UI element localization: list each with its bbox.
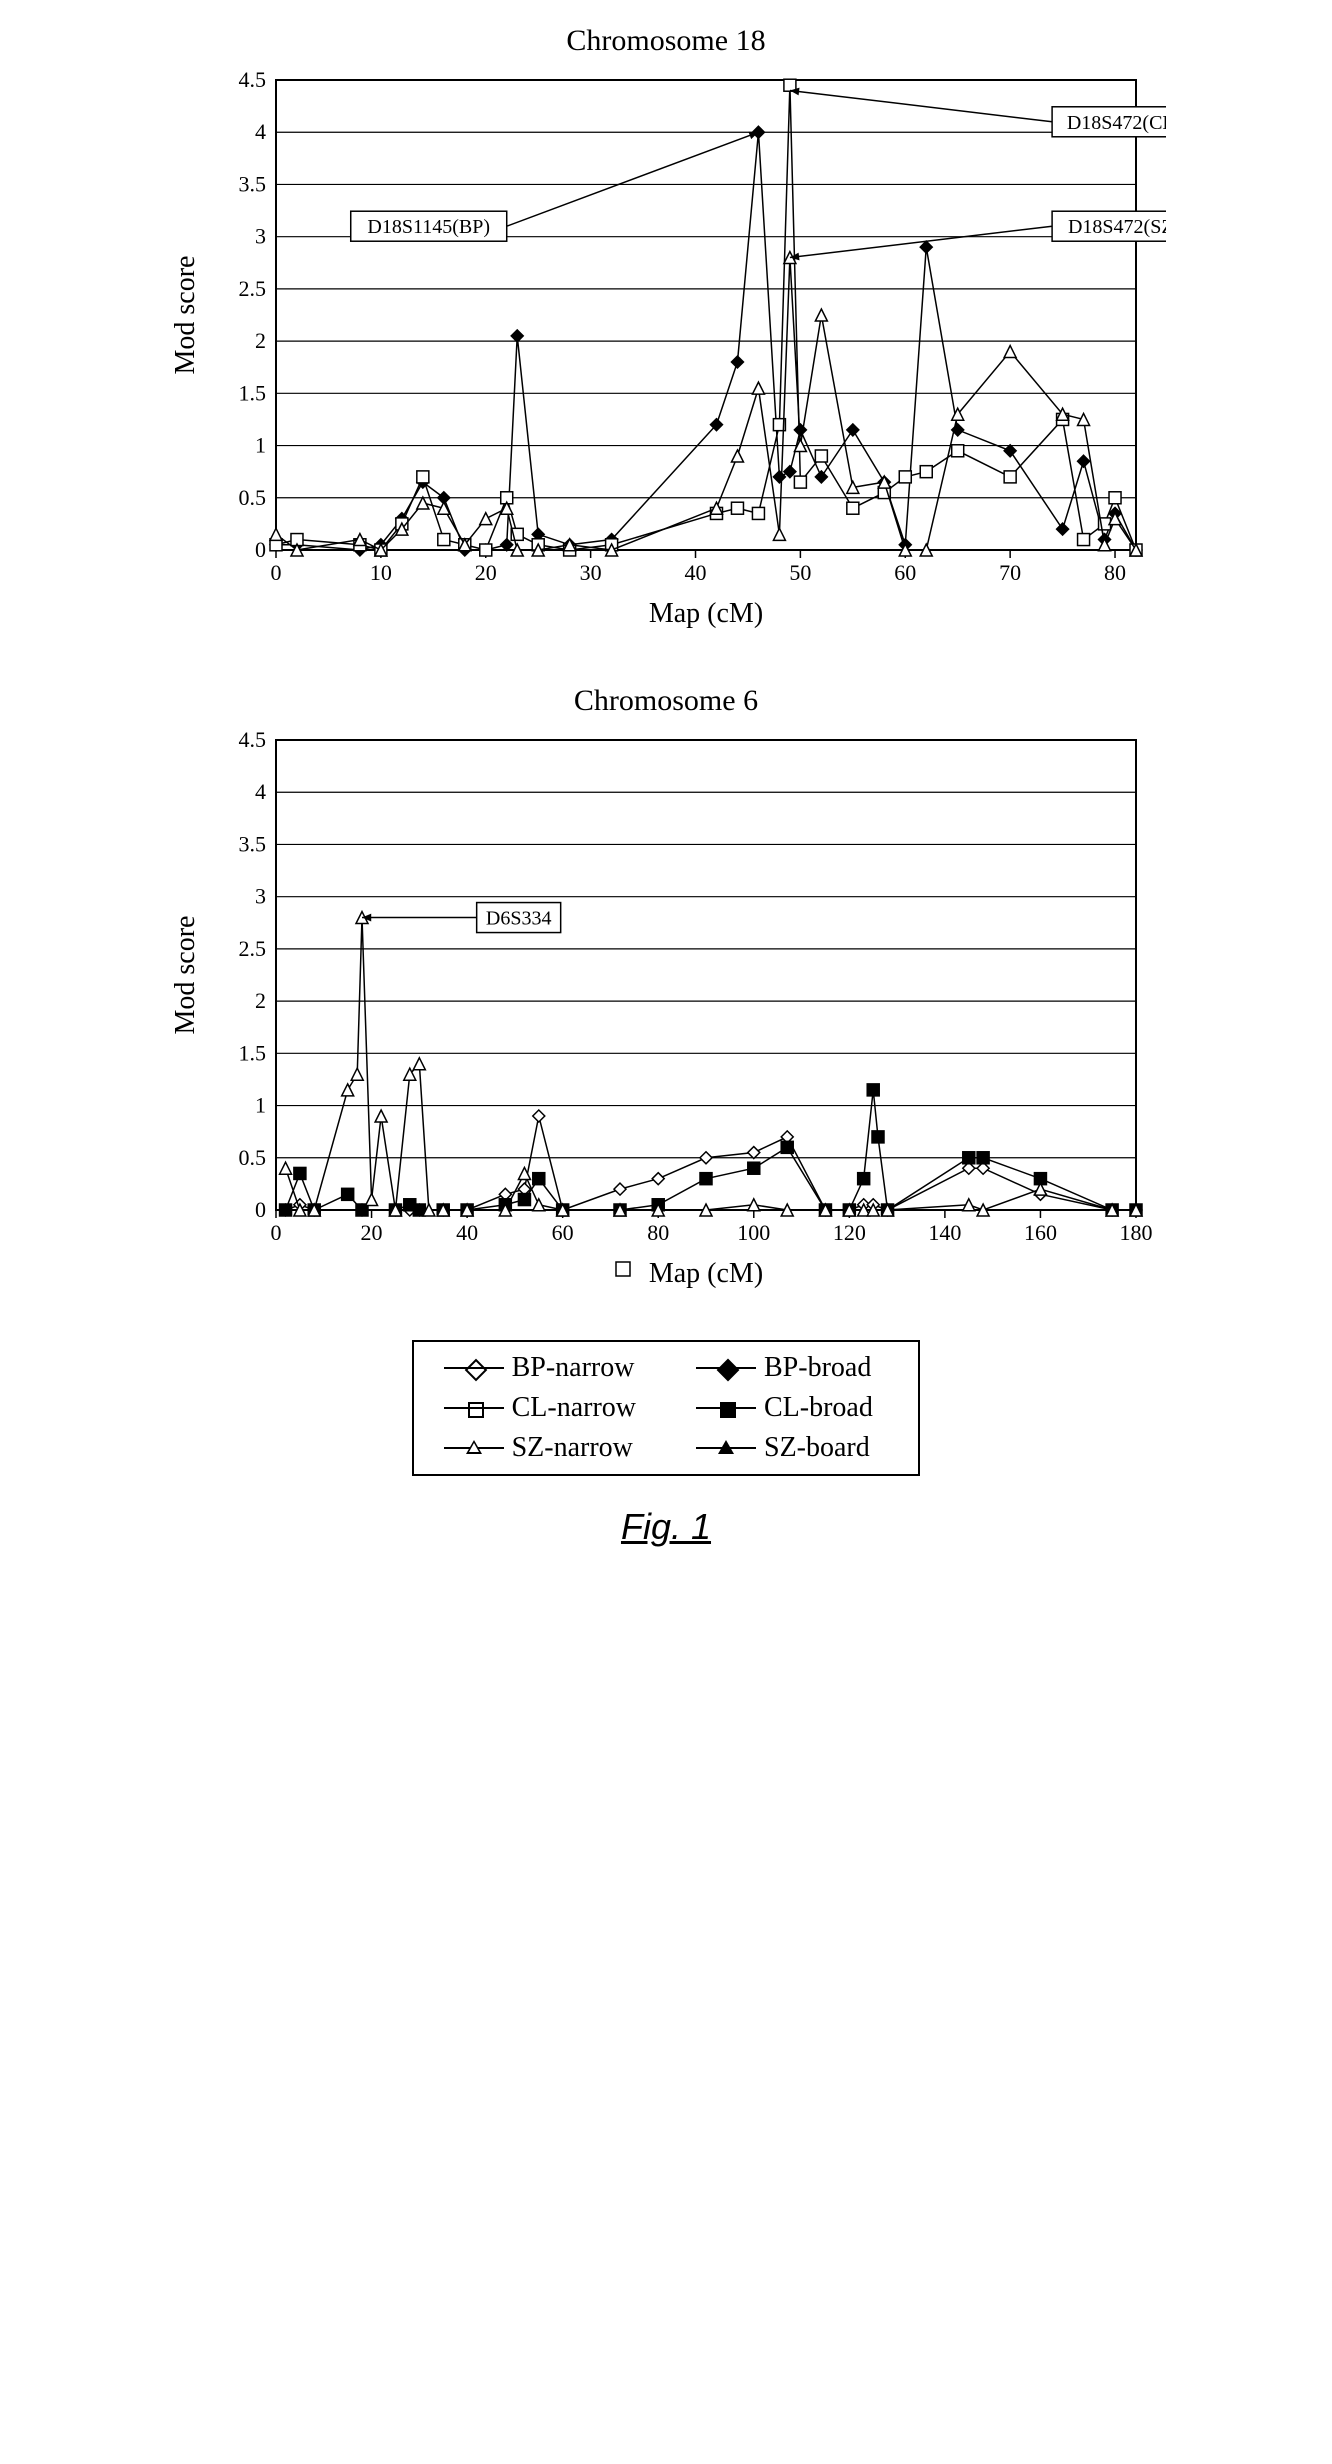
svg-text:0: 0: [271, 560, 282, 585]
svg-text:140: 140: [928, 1220, 961, 1245]
svg-text:0: 0: [255, 537, 266, 562]
svg-text:160: 160: [1024, 1220, 1057, 1245]
svg-text:3: 3: [255, 884, 266, 909]
svg-text:3.5: 3.5: [239, 171, 267, 196]
chart-chromosome-6: Chromosome 6 0 0.5 1 1.5 2 2.5 3 3.5 4 4.5 0 20 40 60 8…: [166, 680, 1166, 1300]
svg-text:Mod score: Mod score: [170, 256, 201, 375]
legend-item: BP-narrow: [444, 1352, 636, 1384]
svg-text:0: 0: [271, 1220, 282, 1245]
legend: BP-narrow BP-broad CL-narrow CL-broad SZ-nar…: [412, 1340, 921, 1476]
svg-text:40: 40: [456, 1220, 478, 1245]
svg-text:1.5: 1.5: [239, 380, 267, 405]
legend-item: BP-broad: [696, 1352, 888, 1384]
svg-text:70: 70: [999, 560, 1021, 585]
svg-text:4: 4: [255, 119, 266, 144]
svg-text:80: 80: [647, 1220, 669, 1245]
svg-text:2: 2: [255, 988, 266, 1013]
svg-text:50: 50: [789, 560, 811, 585]
svg-text:D6S334: D6S334: [486, 908, 552, 930]
svg-text:4.5: 4.5: [239, 67, 267, 92]
svg-text:2.5: 2.5: [239, 936, 267, 961]
legend-item: SZ-board: [696, 1432, 888, 1464]
svg-text:80: 80: [1104, 560, 1126, 585]
svg-text:3: 3: [255, 224, 266, 249]
svg-text:120: 120: [833, 1220, 866, 1245]
svg-text:20: 20: [475, 560, 497, 585]
legend-item: CL-broad: [696, 1392, 888, 1424]
svg-text:0.5: 0.5: [239, 485, 267, 510]
svg-text:10: 10: [370, 560, 392, 585]
svg-text:D18S1145(BP): D18S1145(BP): [367, 216, 490, 238]
svg-text:4: 4: [255, 779, 266, 804]
svg-text:Map (cM): Map (cM): [649, 598, 763, 629]
svg-text:D18S472(CL): D18S472(CL): [1067, 112, 1166, 134]
legend-item: SZ-narrow: [444, 1432, 636, 1464]
svg-text:Chromosome 18: Chromosome 18: [566, 24, 765, 57]
svg-text:0: 0: [255, 1197, 266, 1222]
svg-text:30: 30: [580, 560, 602, 585]
svg-text:100: 100: [737, 1220, 770, 1245]
svg-text:D18S472(SZ): D18S472(SZ): [1068, 216, 1166, 238]
svg-text:1: 1: [255, 1093, 266, 1118]
svg-text:1: 1: [255, 433, 266, 458]
svg-text:60: 60: [894, 560, 916, 585]
svg-text:4.5: 4.5: [239, 727, 267, 752]
legend-item: CL-narrow: [444, 1392, 636, 1424]
svg-text:Mod score: Mod score: [170, 916, 201, 1035]
svg-text:2: 2: [255, 328, 266, 353]
svg-text:20: 20: [361, 1220, 383, 1245]
svg-text:Map (cM): Map (cM): [649, 1258, 763, 1289]
svg-text:3.5: 3.5: [239, 831, 267, 856]
svg-text:1.5: 1.5: [239, 1040, 267, 1065]
svg-text:180: 180: [1120, 1220, 1153, 1245]
svg-text:0.5: 0.5: [239, 1145, 267, 1170]
svg-text:60: 60: [552, 1220, 574, 1245]
svg-text:40: 40: [685, 560, 707, 585]
figure-label: Fig. 1: [166, 1506, 1166, 1548]
figure-container: Chromosome 1800.511.522.533.544.50102030…: [166, 20, 1166, 1548]
svg-text:Chromosome 6: Chromosome 6: [574, 684, 758, 717]
svg-text:2.5: 2.5: [239, 276, 267, 301]
chart-chromosome-18: Chromosome 18 0 0.5 1 1.5 2 2.5 3 3.5 4 4.5 0 10 20 30…: [166, 20, 1166, 640]
